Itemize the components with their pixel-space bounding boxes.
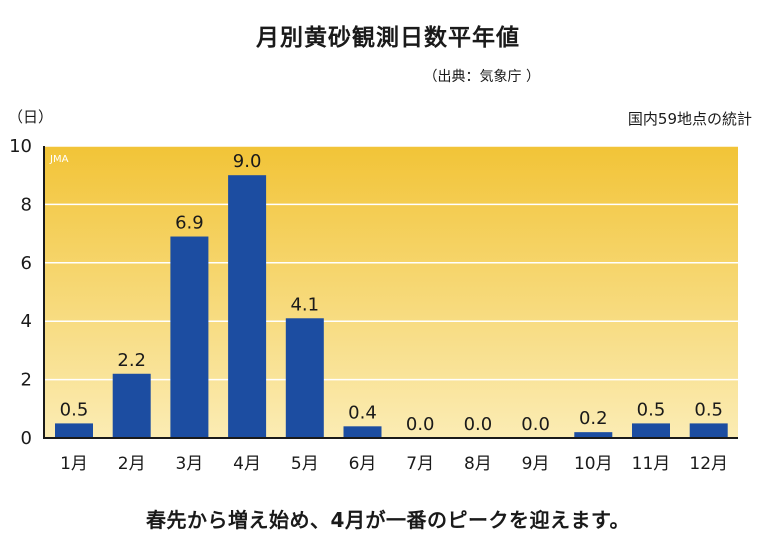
x-tick-label: 3月 xyxy=(175,454,203,474)
bar xyxy=(228,175,267,438)
stats-note: 国内59地点の統計 xyxy=(627,110,752,128)
bar xyxy=(112,373,151,438)
plot-background xyxy=(44,146,738,438)
y-tick-label: 0 xyxy=(21,428,32,449)
source-note: （出典：気象庁 ） xyxy=(423,69,540,85)
bar xyxy=(55,423,93,438)
bar xyxy=(632,423,670,438)
data-label: 6.9 xyxy=(175,213,204,234)
chart-title: 月別黄砂観測日数平年値 xyxy=(256,25,520,51)
bars xyxy=(55,175,728,438)
x-tick-label: 11月 xyxy=(632,454,671,474)
y-tick-label: 10 xyxy=(9,136,32,157)
y-axis-unit: （日） xyxy=(8,108,54,126)
x-tick-label: 9月 xyxy=(522,454,550,474)
data-label: 0.5 xyxy=(60,399,89,420)
x-tick-label: 10月 xyxy=(574,454,613,474)
data-label: 0.2 xyxy=(579,408,608,429)
y-tick-label: 8 xyxy=(21,194,32,215)
y-tick-label: 6 xyxy=(21,253,32,274)
x-tick-label: 4月 xyxy=(233,454,261,474)
y-tick-label: 2 xyxy=(21,370,32,391)
jma-watermark: JMA xyxy=(49,154,69,165)
gridlines xyxy=(44,145,738,381)
data-label: 9.0 xyxy=(233,151,262,172)
x-tick-label: 12月 xyxy=(689,454,728,474)
x-tick-label: 6月 xyxy=(349,454,377,474)
bar xyxy=(170,236,209,438)
data-label: 0.0 xyxy=(521,414,550,435)
data-label: 0.4 xyxy=(348,402,377,423)
y-tick-label: 4 xyxy=(21,311,32,332)
x-tick-label: 2月 xyxy=(118,454,146,474)
bar xyxy=(574,432,613,438)
data-label: 0.0 xyxy=(406,414,435,435)
y-tick-labels: 0 2 4 6 8 10 xyxy=(9,136,32,449)
x-tick-label: 7月 xyxy=(406,454,434,474)
x-tick-label: 5月 xyxy=(291,454,319,474)
x-tick-label: 8月 xyxy=(464,454,492,474)
data-label: 0.5 xyxy=(694,399,723,420)
data-labels: 0.5 2.2 6.9 9.0 4.1 0.4 0.0 0.0 0.0 0.2 0.5 0.5 xyxy=(60,151,723,435)
x-tick-labels: 1月 2月 3月 4月 5月 6月 7月 8月 9月 10月 11月 12月 xyxy=(60,454,728,474)
bar xyxy=(343,426,382,438)
data-label: 4.1 xyxy=(290,294,319,315)
data-label: 0.0 xyxy=(464,414,493,435)
summary-caption: 春先から増え始め、4月が一番のピークを迎えます。 xyxy=(146,508,630,532)
bar xyxy=(689,423,728,438)
data-label: 0.5 xyxy=(637,399,666,420)
x-tick-label: 1月 xyxy=(60,454,88,474)
bar xyxy=(285,318,324,438)
data-label: 2.2 xyxy=(117,350,146,371)
